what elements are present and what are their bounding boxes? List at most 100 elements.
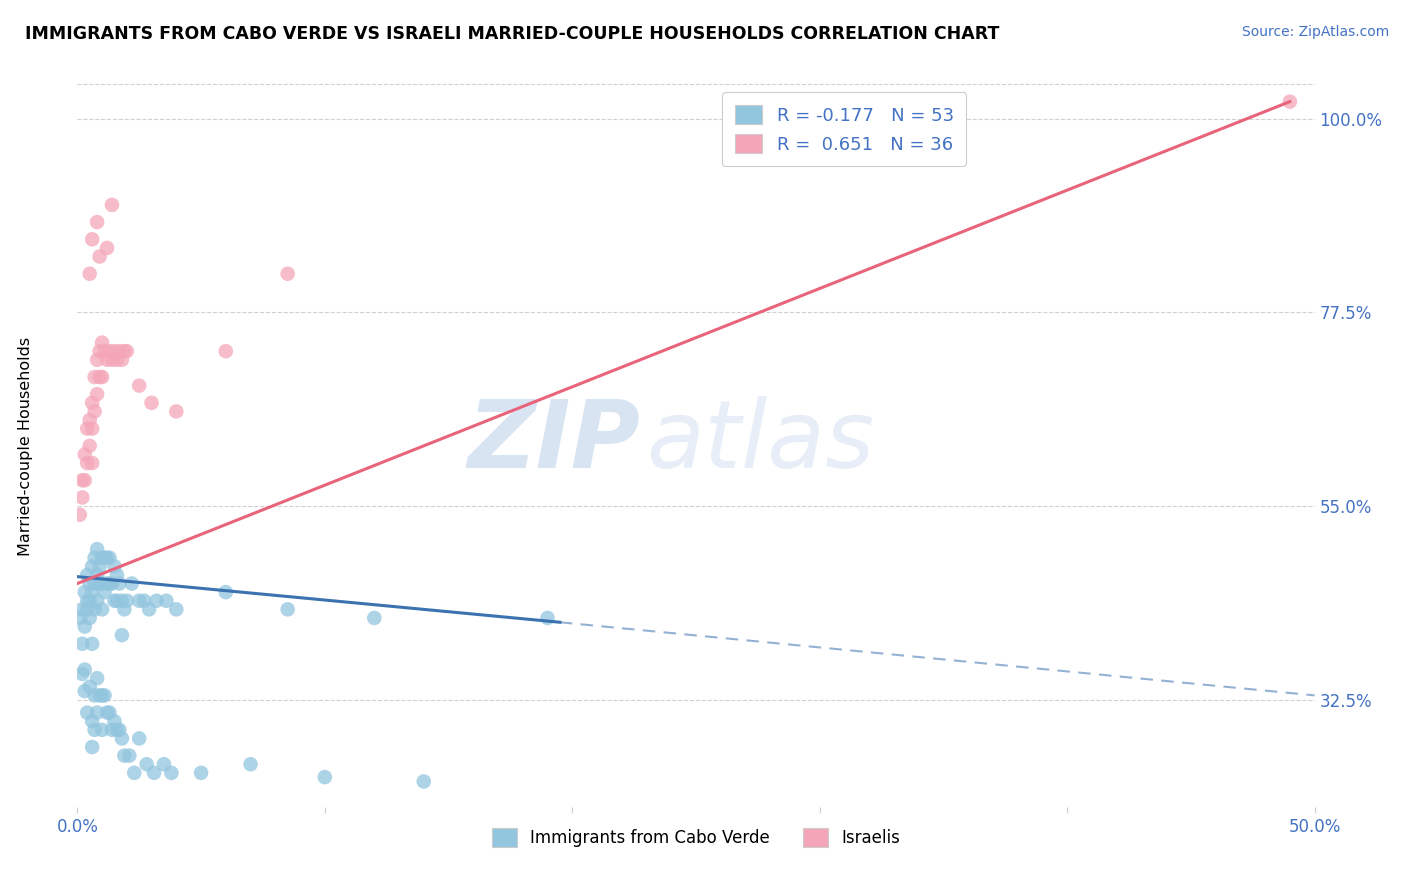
Point	[82, 585, 104, 599]
Point	[105, 352, 128, 367]
Point	[82, 637, 104, 651]
Point	[82, 396, 104, 410]
Point	[101, 352, 124, 367]
Text: ZIP: ZIP	[467, 395, 640, 488]
Point	[145, 593, 167, 607]
Point	[160, 765, 183, 780]
Point	[83, 689, 105, 703]
Point	[111, 731, 134, 746]
Point	[215, 344, 238, 359]
Point	[72, 637, 94, 651]
Point	[98, 344, 121, 359]
Point	[134, 593, 156, 607]
Point	[82, 232, 104, 246]
Point	[79, 611, 101, 625]
Point	[83, 404, 105, 418]
Point	[115, 593, 138, 607]
Point	[128, 593, 150, 607]
Point	[72, 666, 94, 681]
Point	[89, 559, 111, 574]
Point	[314, 770, 336, 784]
Point	[72, 473, 94, 487]
Point	[128, 378, 150, 392]
Point	[89, 250, 111, 264]
Point	[86, 387, 108, 401]
Point	[98, 706, 121, 720]
Point	[91, 689, 114, 703]
Point	[112, 602, 135, 616]
Legend: Immigrants from Cabo Verde, Israelis: Immigrants from Cabo Verde, Israelis	[485, 822, 907, 854]
Point	[91, 550, 114, 565]
Point	[93, 689, 115, 703]
Point	[86, 671, 108, 685]
Point	[96, 576, 118, 591]
Point	[86, 593, 108, 607]
Point	[108, 576, 131, 591]
Point	[76, 593, 98, 607]
Point	[412, 774, 434, 789]
Point	[111, 593, 134, 607]
Text: IMMIGRANTS FROM CABO VERDE VS ISRAELI MARRIED-COUPLE HOUSEHOLDS CORRELATION CHAR: IMMIGRANTS FROM CABO VERDE VS ISRAELI MA…	[25, 25, 1000, 43]
Point	[82, 559, 104, 574]
Point	[79, 576, 101, 591]
Point	[89, 370, 111, 384]
Point	[108, 723, 131, 737]
Point	[118, 748, 141, 763]
Point	[83, 550, 105, 565]
Point	[105, 568, 128, 582]
Point	[1278, 95, 1301, 109]
Point	[363, 611, 385, 625]
Point	[79, 680, 101, 694]
Point	[112, 748, 135, 763]
Point	[73, 473, 96, 487]
Point	[72, 602, 94, 616]
Point	[111, 352, 134, 367]
Point	[135, 757, 157, 772]
Point	[79, 439, 101, 453]
Point	[93, 344, 115, 359]
Point	[96, 241, 118, 255]
Point	[79, 413, 101, 427]
Point	[83, 370, 105, 384]
Point	[82, 739, 104, 754]
Point	[82, 714, 104, 729]
Point	[101, 198, 124, 212]
Point	[96, 352, 118, 367]
Point	[115, 344, 138, 359]
Point	[76, 706, 98, 720]
Point	[69, 611, 91, 625]
Point	[103, 559, 125, 574]
Point	[277, 602, 299, 616]
Point	[96, 550, 118, 565]
Point	[72, 491, 94, 505]
Point	[69, 508, 91, 522]
Point	[165, 602, 187, 616]
Point	[121, 576, 143, 591]
Point	[76, 422, 98, 436]
Point	[89, 344, 111, 359]
Point	[91, 370, 114, 384]
Point	[122, 765, 145, 780]
Point	[73, 585, 96, 599]
Point	[128, 731, 150, 746]
Text: atlas: atlas	[647, 396, 875, 487]
Text: Source: ZipAtlas.com: Source: ZipAtlas.com	[1241, 25, 1389, 39]
Point	[79, 593, 101, 607]
Point	[143, 765, 166, 780]
Point	[190, 765, 212, 780]
Point	[105, 593, 128, 607]
Point	[89, 689, 111, 703]
Point	[111, 628, 134, 642]
Point	[96, 706, 118, 720]
Point	[155, 593, 177, 607]
Point	[101, 723, 124, 737]
Point	[91, 723, 114, 737]
Point	[98, 576, 121, 591]
Point	[105, 723, 128, 737]
Point	[101, 576, 124, 591]
Point	[93, 585, 115, 599]
Point	[91, 602, 114, 616]
Point	[93, 550, 115, 565]
Point	[103, 344, 125, 359]
Point	[82, 456, 104, 470]
